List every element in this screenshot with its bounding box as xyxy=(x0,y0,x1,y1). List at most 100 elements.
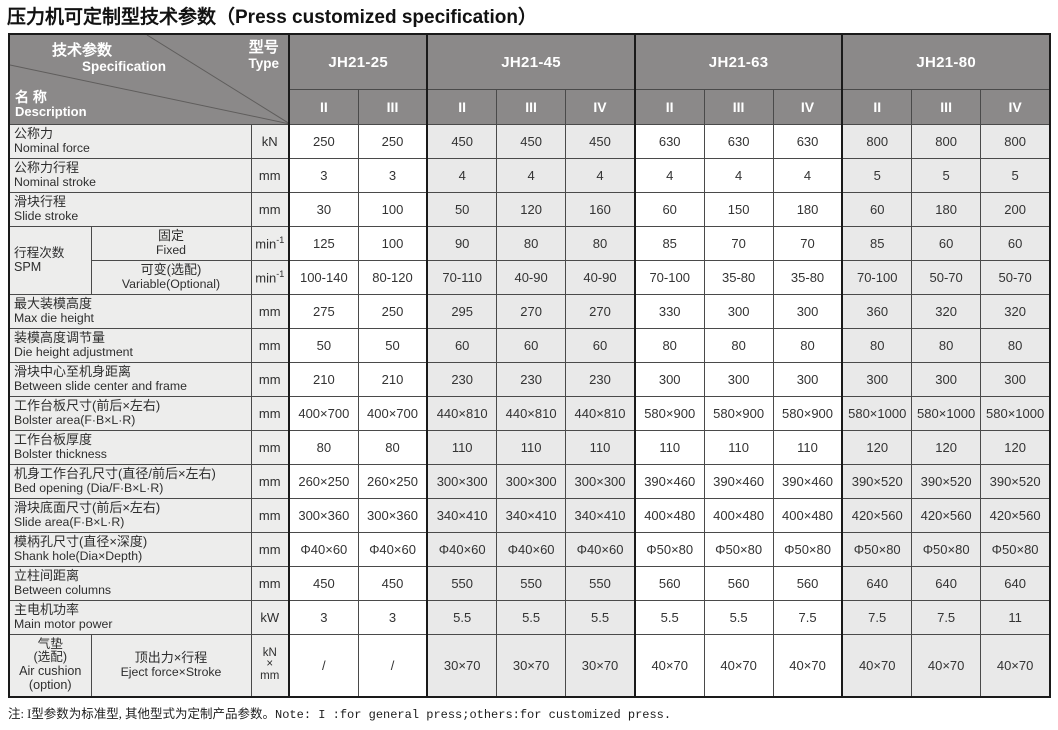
value-cell: 560 xyxy=(772,566,843,601)
value-cell: 3 xyxy=(357,600,428,635)
row-sublabel-line: Variable(Optional) xyxy=(121,276,221,291)
row-group-label-line: 气垫 xyxy=(37,636,63,651)
value-cell: 230 xyxy=(496,362,567,397)
value-cell: 35-80 xyxy=(772,260,843,295)
value-cell: 580×1000 xyxy=(980,396,1051,431)
row-label-line: Between columns xyxy=(14,582,112,597)
value-cell: 275 xyxy=(287,294,359,329)
type-header-JH21-80-II: II xyxy=(841,89,913,125)
model-header-JH21-80: JH21-80 xyxy=(841,33,1051,91)
value-cell: 550 xyxy=(426,566,498,601)
type-header-JH21-25-III: III xyxy=(357,89,428,125)
row-unit: mm xyxy=(250,294,290,329)
value-cell: 80 xyxy=(772,328,843,363)
value-cell: 60 xyxy=(565,328,636,363)
value-cell: 125 xyxy=(287,226,359,261)
value-cell: 80 xyxy=(633,328,705,363)
value-cell: 420×560 xyxy=(980,498,1051,533)
value-cell: 390×520 xyxy=(980,464,1051,499)
value-cell: 580×900 xyxy=(772,396,843,431)
row-label: 装模高度调节量 Die height adjustment xyxy=(8,328,252,363)
type-header-JH21-45-II: II xyxy=(426,89,498,125)
row-group-label-line: SPM xyxy=(14,259,42,274)
value-cell: 80-120 xyxy=(357,260,428,295)
value-cell: 450 xyxy=(496,124,567,159)
value-cell: Φ40×60 xyxy=(357,532,428,567)
value-cell: 420×560 xyxy=(911,498,982,533)
row-label: 工作台板尺寸(前后×左右) Bolster area(F·B×L·R) xyxy=(8,396,252,431)
row-label-line: 机身工作台孔尺寸(直径/前后×左右) xyxy=(14,466,216,482)
value-cell: 40-90 xyxy=(565,260,636,295)
value-cell: 7.5 xyxy=(772,600,843,635)
value-cell: 270 xyxy=(496,294,567,329)
corner-description-label: 名 称 Description xyxy=(15,88,87,120)
value-cell: 40×70 xyxy=(772,634,843,697)
value-cell: 120 xyxy=(980,430,1051,465)
value-cell: 100-140 xyxy=(287,260,359,295)
value-cell: 50 xyxy=(287,328,359,363)
value-cell: 30×70 xyxy=(496,634,567,697)
row-label-line: Main motor power xyxy=(14,616,113,631)
value-cell: 230 xyxy=(426,362,498,397)
table-corner-cell: 技术参数 Specification 型号 Type 名 称 Descripti… xyxy=(8,33,290,125)
value-cell: 200 xyxy=(980,192,1051,227)
row-label-line: Slide area(F·B×L·R) xyxy=(14,514,125,529)
value-cell: 85 xyxy=(633,226,705,261)
row-label: 工作台板厚度 Bolster thickness xyxy=(8,430,252,465)
row-label-line: Nominal force xyxy=(14,140,90,155)
value-cell: 300 xyxy=(841,362,913,397)
row-label: 模柄孔尺寸(直径×深度) Shank hole(Dia×Depth) xyxy=(8,532,252,567)
value-cell: 5 xyxy=(980,158,1051,193)
value-cell: 3 xyxy=(357,158,428,193)
value-cell: 80 xyxy=(357,430,428,465)
spec-row: 公称力行程 Nominal stroke mm 3 3 4 4 4 4 4 4 5 5 5 xyxy=(8,158,1051,193)
value-cell: 390×460 xyxy=(633,464,705,499)
value-cell: 120 xyxy=(911,430,982,465)
value-cell: 80 xyxy=(287,430,359,465)
spec-row: 行程次数 SPM 固定 Fixed min-1 125 100 90 80 80 85 70 70 85 6… xyxy=(8,226,1051,295)
value-cell: 60 xyxy=(841,192,913,227)
row-label: 滑块行程 Slide stroke xyxy=(8,192,252,227)
value-cell: Φ50×80 xyxy=(980,532,1051,567)
value-cell: 3 xyxy=(287,158,359,193)
value-cell: 5.5 xyxy=(633,600,705,635)
value-cell: Φ40×60 xyxy=(287,532,359,567)
value-cell: 60 xyxy=(496,328,567,363)
value-cell: 4 xyxy=(703,158,774,193)
value-cell: 390×460 xyxy=(703,464,774,499)
value-cell: 640 xyxy=(911,566,982,601)
footnote: 注: I型参数为标准型, 其他型式为定制产品参数。Note: I :for ge… xyxy=(8,703,671,722)
value-cell: 90 xyxy=(426,226,498,261)
row-label-line: 公称力 xyxy=(14,126,54,142)
value-cell: 550 xyxy=(496,566,567,601)
value-cell: 35-80 xyxy=(703,260,774,295)
footnote-en: Note: I :for general press;others:for cu… xyxy=(275,708,672,722)
type-header-JH21-80-III: III xyxy=(911,89,982,125)
value-cell: 5 xyxy=(841,158,913,193)
spec-row: 工作台板尺寸(前后×左右) Bolster area(F·B×L·R) mm 400×… xyxy=(8,396,1051,431)
value-cell: 580×1000 xyxy=(841,396,913,431)
row-label-line: 工作台板尺寸(前后×左右) xyxy=(14,398,161,414)
value-cell: 85 xyxy=(841,226,913,261)
row-label-line: Nominal stroke xyxy=(14,174,97,189)
value-cell: 30×70 xyxy=(426,634,498,697)
row-label-line: 工作台板厚度 xyxy=(14,432,93,448)
value-cell: 110 xyxy=(496,430,567,465)
value-cell: 300×300 xyxy=(426,464,498,499)
row-group-label-line: 行程次数 xyxy=(14,245,65,260)
value-cell: Φ40×60 xyxy=(426,532,498,567)
row-sublabel: 固定 Fixed xyxy=(90,226,252,261)
row-label-line: 模柄孔尺寸(直径×深度) xyxy=(14,534,148,550)
row-label: 立柱间距离 Between columns xyxy=(8,566,252,601)
page-title: 压力机可定制型技术参数（Press customized specificati… xyxy=(7,7,537,28)
spec-row: 主电机功率 Main motor power kW 3 3 5.5 5.5 5.5 5.5 5.5… xyxy=(8,600,1051,635)
row-group-label-line: (option) xyxy=(28,678,72,693)
value-cell: 4 xyxy=(565,158,636,193)
value-cell: 450 xyxy=(357,566,428,601)
value-cell: 180 xyxy=(772,192,843,227)
row-label-line: 装模高度调节量 xyxy=(14,330,106,346)
row-unit: min-1 xyxy=(250,260,290,295)
value-cell: 70 xyxy=(772,226,843,261)
row-unit: kN xyxy=(250,124,290,159)
